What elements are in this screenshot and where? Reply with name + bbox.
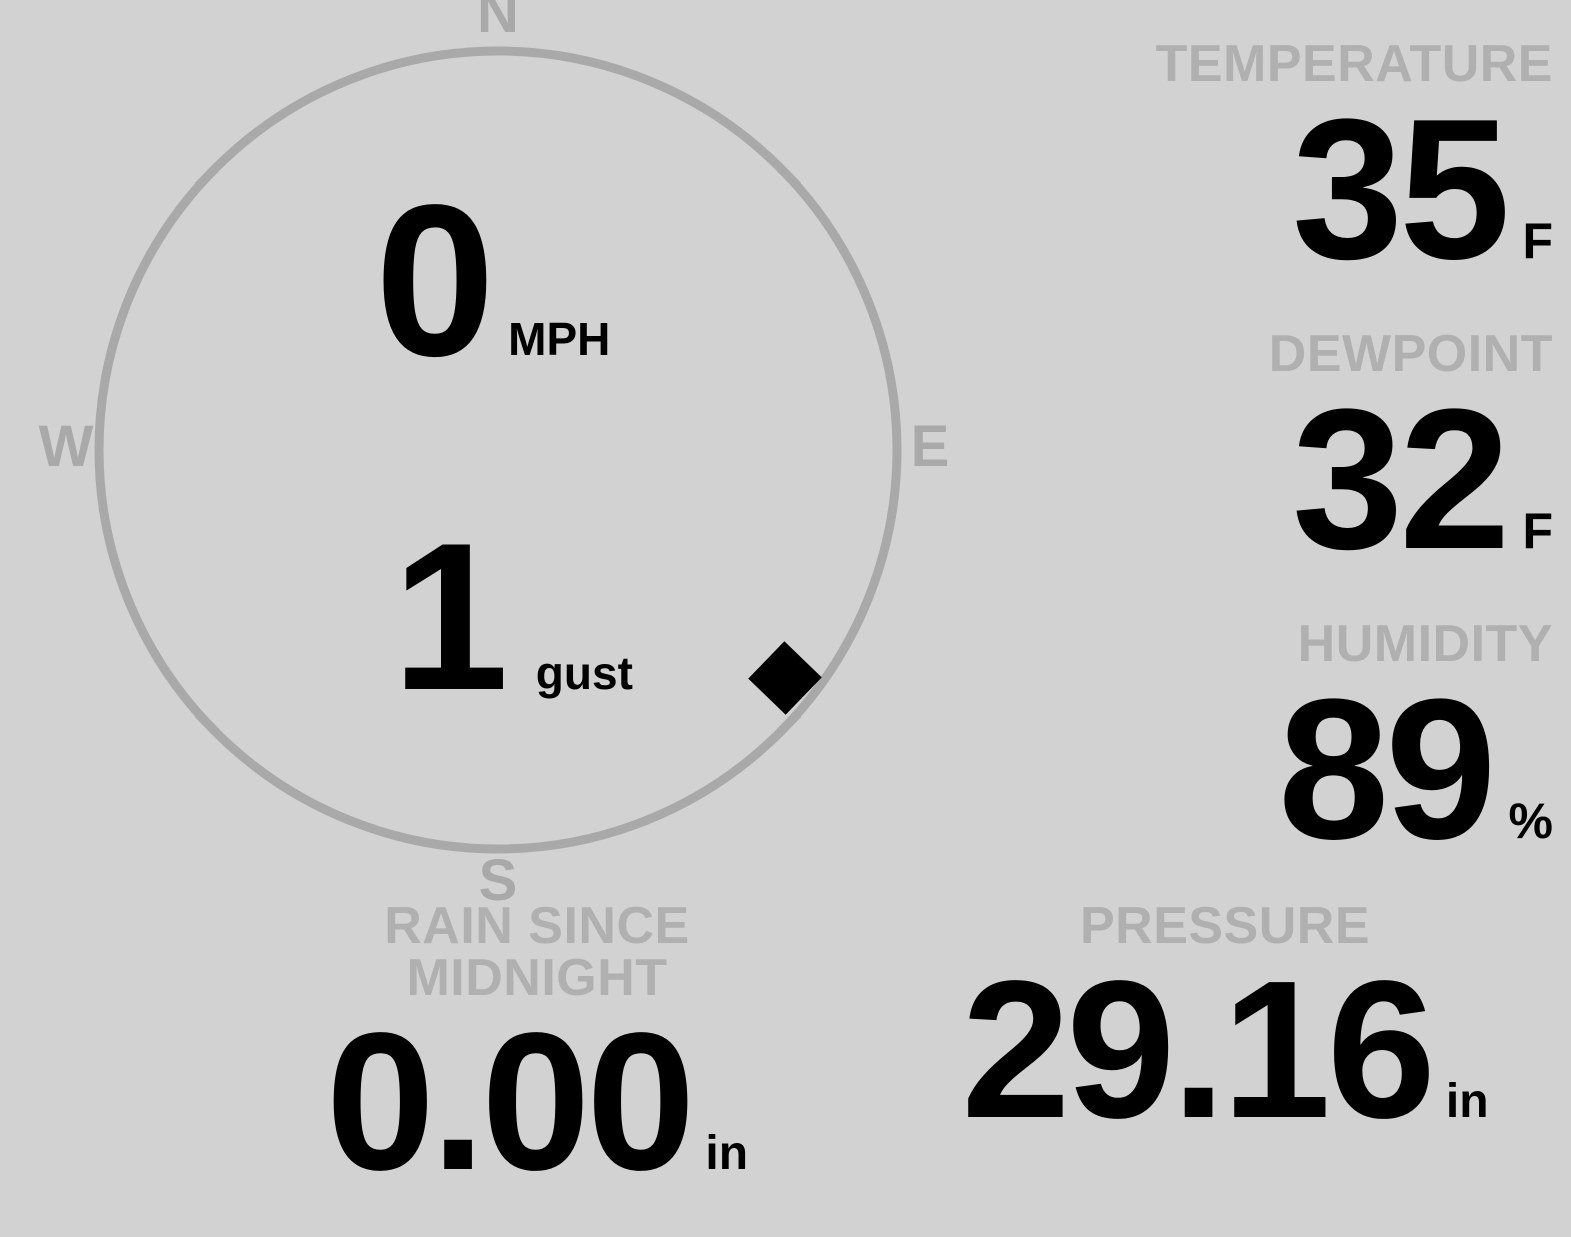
compass-ring-graphic (94, 46, 902, 854)
humidity-value-row: 89 % (1278, 670, 1553, 870)
wind-speed-value: 0 (375, 159, 495, 401)
rain-label: RAIN SINCE MIDNIGHT (384, 897, 690, 1007)
humidity-block: HUMIDITY 89 % (1278, 618, 1553, 870)
temperature-value: 35 (1291, 78, 1510, 301)
temperature-block: TEMPERATURE 35 F (1156, 38, 1553, 290)
compass-label-west: W (38, 414, 94, 479)
temperature-unit: F (1522, 213, 1553, 269)
pressure-block: PRESSURE 29.16 in (880, 900, 1570, 1148)
dewpoint-unit: F (1522, 503, 1553, 559)
temperature-value-row: 35 F (1156, 90, 1553, 290)
wind-speed-unit: MPH (508, 313, 611, 365)
pressure-value-row: 29.16 in (880, 952, 1570, 1148)
compass-label-north: N (477, 0, 519, 45)
rain-value: 0.00 (325, 992, 695, 1211)
pressure-label: PRESSURE (1079, 897, 1371, 955)
wind-direction-diamond-icon (748, 641, 822, 715)
humidity-label: HUMIDITY (1297, 615, 1553, 673)
dewpoint-block: DEWPOINT 32 F (1269, 328, 1553, 580)
pressure-value: 29.16 (961, 940, 1435, 1159)
compass-ticks (194, 164, 802, 736)
rain-block: RAIN SINCE MIDNIGHT 0.00 in (252, 900, 822, 1200)
dewpoint-label: DEWPOINT (1268, 325, 1553, 383)
dewpoint-value-row: 32 F (1269, 380, 1553, 580)
humidity-value: 89 (1278, 658, 1496, 881)
dewpoint-value: 32 (1291, 368, 1510, 591)
pressure-unit: in (1445, 1075, 1489, 1128)
rain-value-row: 0.00 in (252, 1004, 822, 1200)
wind-gust-value: 1 (392, 499, 509, 734)
compass-label-east: E (910, 414, 950, 479)
humidity-unit: % (1508, 793, 1553, 849)
rain-unit: in (705, 1127, 749, 1180)
wind-gust-unit: gust (535, 647, 633, 699)
wind-compass-dial[interactable]: N S W E 0 MPH 1 gust (0, 0, 1000, 930)
compass-label-south: S (478, 848, 518, 913)
wind-speed-readout: 0 MPH (375, 172, 610, 388)
wind-gust-readout: 1 gust (392, 512, 633, 722)
temperature-label: TEMPERATURE (1155, 35, 1553, 93)
compass-ring (94, 46, 902, 854)
